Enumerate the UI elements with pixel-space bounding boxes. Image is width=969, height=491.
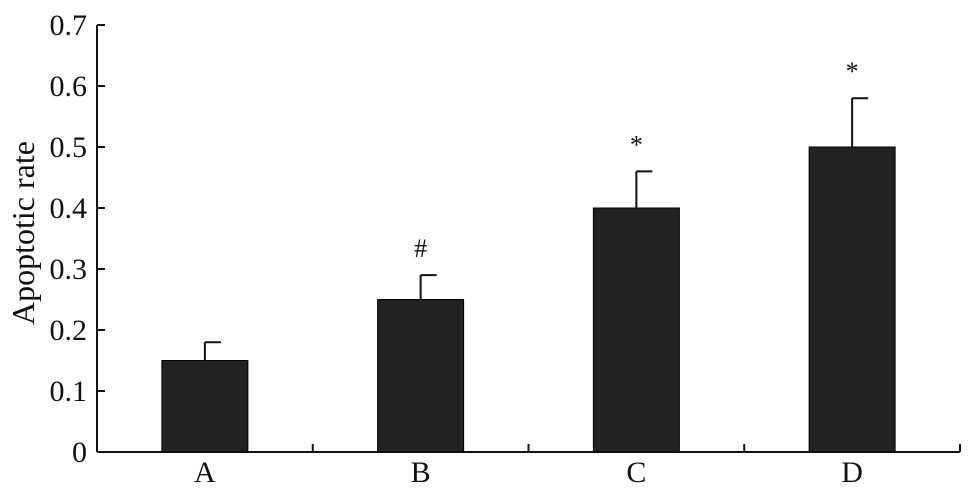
significance-marker-C: * <box>630 130 643 159</box>
y-tick-label: 0.1 <box>50 375 88 408</box>
chart-labels: 0 0.1 0.2 0.3 0.4 0.5 0.6 0.7 A # B * C * D <box>50 9 863 489</box>
y-axis-label: Apoptotic rate <box>5 141 41 325</box>
chart-bars <box>161 97 896 453</box>
y-tick-label: 0.4 <box>50 192 88 225</box>
significance-marker-B: # <box>414 234 427 263</box>
y-tick-label: 0.3 <box>50 253 88 286</box>
bar-C <box>592 207 680 453</box>
x-tick-label-A: A <box>194 456 216 489</box>
bar-B <box>377 299 465 453</box>
y-tick-label: 0.5 <box>50 131 88 164</box>
significance-marker-D: * <box>846 57 859 86</box>
y-tick-label: 0.2 <box>50 314 88 347</box>
y-tick-label: 0.7 <box>50 9 88 42</box>
x-tick-label-B: B <box>411 456 431 489</box>
y-tick-label: 0 <box>72 436 87 469</box>
y-tick-label: 0.6 <box>50 70 88 103</box>
bar-A <box>161 360 249 453</box>
x-tick-label-D: D <box>841 456 863 489</box>
bar-D <box>808 146 896 453</box>
x-tick-label-C: C <box>626 456 646 489</box>
